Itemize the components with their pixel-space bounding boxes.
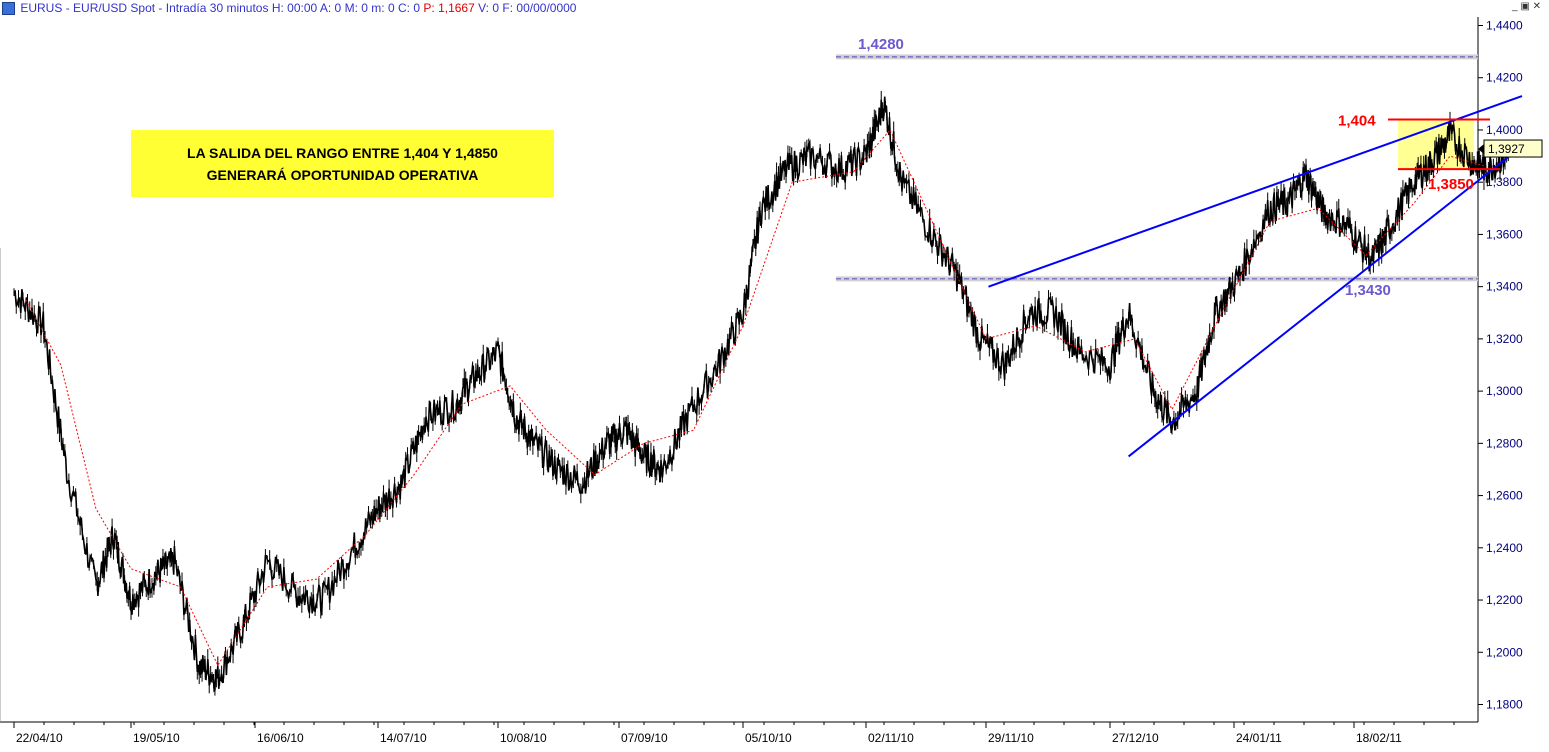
y-tick-label: 1,4200	[1486, 71, 1523, 85]
hour-value: 00:00	[287, 1, 318, 15]
callout-line-1: LA SALIDA DEL RANGO ENTRE 1,404 Y 1,4850	[187, 144, 498, 161]
x-tick-label: 07/09/10	[621, 731, 668, 745]
price-line	[13, 96, 1511, 693]
x-tick-label: 24/01/11	[1236, 731, 1282, 745]
y-tick-label: 1,3200	[1486, 332, 1523, 346]
y-tick-label: 1,2600	[1486, 489, 1523, 503]
annotation-callout: LA SALIDA DEL RANGO ENTRE 1,404 Y 1,4850…	[131, 130, 554, 197]
window-controls: _ ▣ ✕	[1512, 1, 1541, 12]
x-tick-label: 14/07/10	[380, 731, 427, 745]
close-value: 0	[413, 1, 421, 15]
moving-average-line	[25, 129, 1487, 667]
symbol: EURUS	[20, 1, 63, 15]
callout-line-2: GENERARÁ OPORTUNIDAD OPERATIVA	[206, 166, 479, 183]
range-bottom-label: 1,3850	[1428, 176, 1474, 193]
close-icon[interactable]: ✕	[1532, 1, 1541, 12]
y-tick-label: 1,1800	[1486, 698, 1523, 712]
date-value: 00/00/0000	[516, 1, 577, 15]
last-value-label: 1,3927	[1488, 142, 1525, 156]
high-value: 0	[361, 1, 368, 15]
level-label: 1,3430	[1345, 282, 1391, 299]
x-tick-label: 10/08/10	[500, 731, 547, 745]
y-tick-label: 1,2200	[1486, 593, 1523, 607]
range-top-label: 1,404	[1338, 113, 1376, 130]
trendline	[1127, 150, 1517, 458]
chart-header: EURUS - EUR/USD Spot - Intradía 30 minut…	[0, 0, 1478, 17]
x-tick-label: 02/11/10	[868, 731, 914, 745]
restore-icon[interactable]: ▣	[1520, 1, 1530, 12]
last-value-pointer	[1478, 144, 1484, 155]
low-value: 0	[387, 1, 395, 15]
x-tick-label: 16/06/10	[257, 731, 304, 745]
y-tick-label: 1,4000	[1486, 123, 1523, 137]
open-value: 0	[334, 1, 342, 15]
description: EUR/USD Spot - Intradía 30 minutos	[73, 1, 269, 15]
x-tick-label: 27/12/10	[1112, 731, 1159, 745]
x-tick-label: 22/04/10	[16, 731, 63, 745]
y-tick-label: 1,2000	[1486, 645, 1523, 659]
y-tick-label: 1,3600	[1486, 227, 1523, 241]
volume-value: 0	[492, 1, 500, 15]
level-label: 1,4280	[858, 36, 904, 53]
y-tick-label: 1,2400	[1486, 541, 1523, 555]
price-value: 1,1667	[438, 1, 475, 15]
y-tick-label: 1,2800	[1486, 436, 1523, 450]
minimize-icon[interactable]: _	[1512, 1, 1518, 12]
x-tick-label: 05/10/10	[745, 731, 792, 745]
x-tick-label: 29/11/10	[988, 731, 1034, 745]
y-tick-label: 1,4400	[1486, 19, 1523, 33]
y-tick-label: 1,3400	[1486, 280, 1523, 294]
x-tick-label: 18/02/11	[1356, 731, 1402, 745]
x-tick-label: 19/05/10	[133, 731, 180, 745]
trendline	[988, 95, 1523, 288]
chart-window-icon	[2, 2, 15, 16]
y-tick-label: 1,3000	[1486, 384, 1523, 398]
